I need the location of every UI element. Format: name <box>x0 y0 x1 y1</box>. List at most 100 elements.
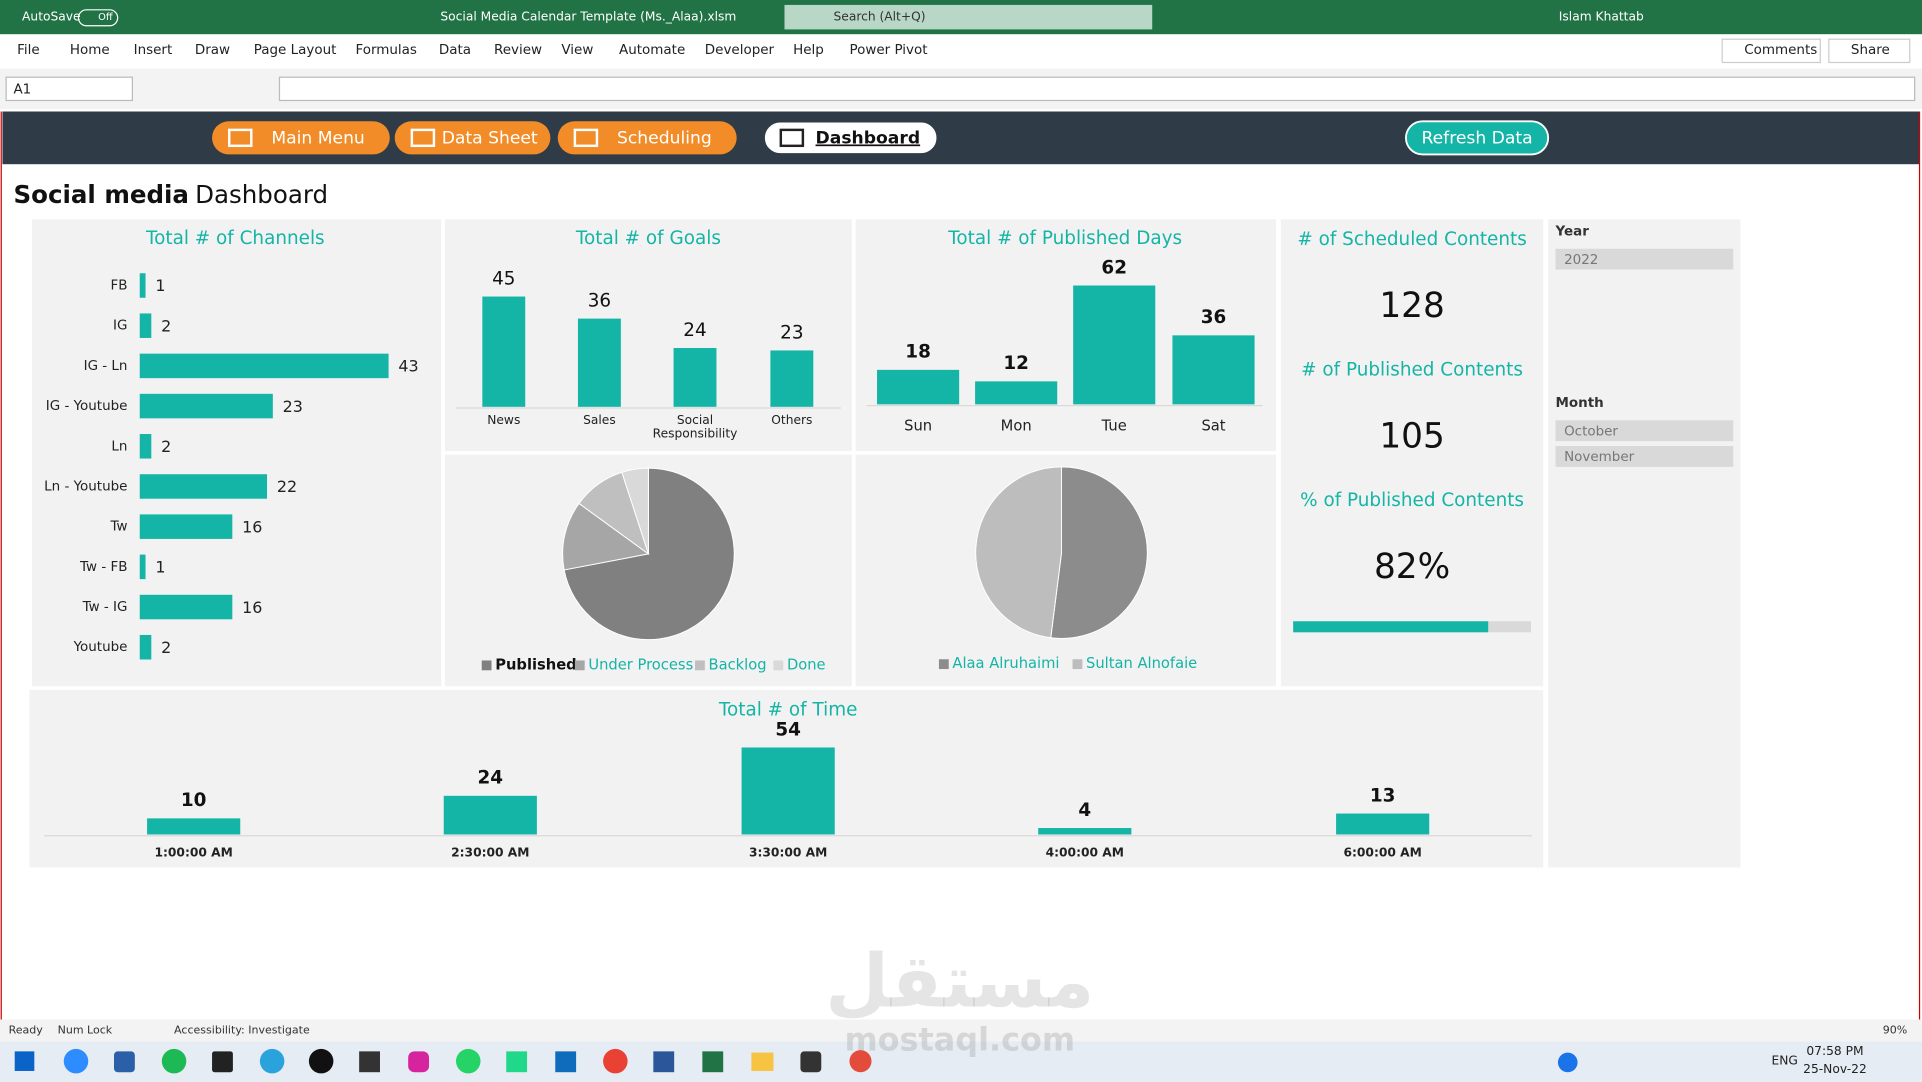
slicer-item[interactable] <box>1555 248 1734 270</box>
nav-label: Main Menu <box>271 128 364 148</box>
pie-slice <box>562 502 650 571</box>
chart-title: Total # of Time <box>718 700 858 721</box>
ribbon-tab[interactable]: View <box>561 42 593 58</box>
icon[interactable] <box>212 1051 233 1073</box>
bar <box>139 273 146 298</box>
icon[interactable] <box>14 1051 35 1071</box>
bar <box>741 747 835 835</box>
autosave-label: AutoSave <box>22 10 81 24</box>
category-label: 6:00:00 AM <box>1343 845 1421 859</box>
icon[interactable] <box>359 1051 380 1073</box>
ribbon-tab[interactable]: Draw <box>195 42 230 58</box>
ribbon-tab[interactable]: Insert <box>134 42 173 58</box>
slicer-title: Month <box>1555 395 1603 411</box>
legend-label: Under Process <box>588 656 693 673</box>
kpi-title: # of Published Contents <box>1301 360 1523 381</box>
ribbon-tab[interactable]: Formulas <box>355 42 416 58</box>
category-label: IG - Ln <box>84 358 128 374</box>
icon[interactable] <box>603 1048 628 1074</box>
ribbon-tab[interactable]: Data <box>439 42 471 58</box>
legend-swatch <box>938 659 949 670</box>
heading-rest: Dashboard <box>195 180 328 209</box>
icon[interactable] <box>800 1051 822 1073</box>
autosave-toggle[interactable] <box>77 9 119 27</box>
value-label: 36 <box>1201 307 1227 328</box>
ribbon-tab[interactable]: Page Layout <box>254 42 337 58</box>
pie-slice <box>1050 466 1148 639</box>
refresh-label: Refresh Data <box>1421 128 1532 148</box>
category-label: 3:30:00 AM <box>749 845 827 859</box>
icon[interactable] <box>308 1048 334 1074</box>
bar <box>139 393 273 419</box>
nav-button[interactable] <box>557 121 737 155</box>
nav-button[interactable] <box>212 121 390 155</box>
icon[interactable] <box>506 1051 528 1073</box>
legend-swatch <box>574 660 585 671</box>
bar <box>1172 335 1255 405</box>
value-label: 23 <box>780 322 803 343</box>
icon[interactable] <box>702 1051 724 1073</box>
category-label: Mon <box>1001 417 1032 434</box>
nav-icon <box>779 128 805 148</box>
pie-slice <box>621 467 649 555</box>
value-label: 1 <box>155 558 165 577</box>
category-label: Social Responsibility <box>652 414 738 442</box>
nav-button[interactable] <box>762 120 939 156</box>
value-label: 62 <box>1101 257 1127 278</box>
icon[interactable] <box>653 1051 675 1073</box>
ribbon-tab[interactable]: File <box>17 42 40 58</box>
search-box[interactable] <box>784 4 1153 30</box>
category-label: 2:30:00 AM <box>451 845 529 859</box>
ribbon-tab[interactable]: Home <box>70 42 110 58</box>
category-label: Sat <box>1201 417 1225 434</box>
ribbon-tab[interactable]: Review <box>494 42 542 58</box>
icon[interactable] <box>259 1048 285 1074</box>
icon[interactable] <box>113 1051 135 1073</box>
name-box[interactable] <box>5 76 133 102</box>
icon[interactable] <box>161 1048 187 1074</box>
language: ENG <box>1772 1054 1798 1068</box>
slicer-item[interactable] <box>1555 446 1734 467</box>
icon[interactable] <box>408 1051 430 1073</box>
icon[interactable] <box>555 1051 577 1073</box>
icon[interactable] <box>1557 1052 1578 1073</box>
icon[interactable] <box>455 1048 481 1074</box>
nav-icon <box>227 128 253 148</box>
icon[interactable] <box>751 1052 774 1071</box>
refresh-button[interactable] <box>1405 120 1550 156</box>
file-title: Social Media Calendar Template (Ms._Alaa… <box>440 10 736 24</box>
formula-input[interactable] <box>278 76 1916 102</box>
category-text: Social Responsibility <box>652 414 738 442</box>
category-label: IG - Youtube <box>46 398 128 414</box>
slicer-item[interactable] <box>1555 420 1734 442</box>
icon[interactable] <box>849 1050 872 1073</box>
category-label: IG <box>113 318 127 334</box>
value-label: 16 <box>242 598 262 617</box>
bar <box>673 348 717 407</box>
share-button[interactable] <box>1828 38 1911 64</box>
value-label: 24 <box>478 768 504 789</box>
category-label: Others <box>771 414 812 427</box>
share-label: Share <box>1851 42 1890 58</box>
category-label: Tw - FB <box>79 559 127 575</box>
category-label: Youtube <box>73 639 128 655</box>
legend-label: Published <box>495 656 576 673</box>
bar <box>1073 285 1156 405</box>
category-label: 1:00:00 AM <box>154 845 232 859</box>
value-label: 2 <box>161 316 171 335</box>
ribbon-tab[interactable]: Help <box>793 42 824 58</box>
zoom-level: 90% <box>1883 1024 1907 1037</box>
icon[interactable] <box>63 1048 89 1074</box>
panel <box>855 219 1277 451</box>
nav-label: Data Sheet <box>442 128 538 148</box>
category-label: Tue <box>1101 417 1127 434</box>
ribbon-tab[interactable]: Developer <box>705 42 775 58</box>
heading-bold: Social media <box>13 180 189 209</box>
value-label: 1 <box>155 276 165 295</box>
bar <box>139 594 233 620</box>
ribbon-tab[interactable]: Automate <box>619 42 685 58</box>
ribbon-tab[interactable]: Power Pivot <box>849 42 927 58</box>
comments-button[interactable] <box>1721 38 1821 64</box>
bar <box>770 350 814 407</box>
clock-date: 25-Nov-22 <box>1803 1062 1867 1076</box>
